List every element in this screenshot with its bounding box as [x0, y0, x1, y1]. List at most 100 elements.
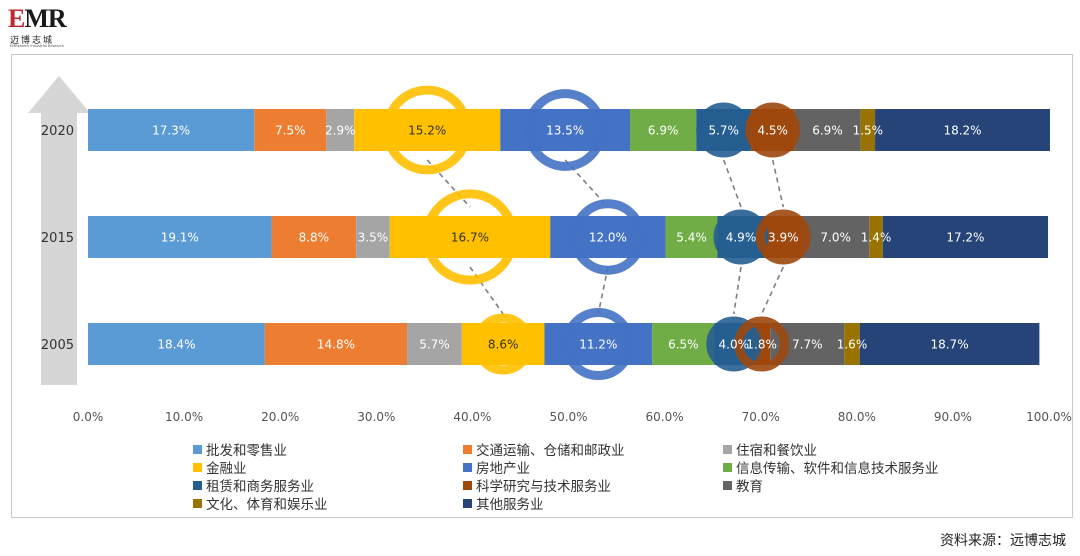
- legend-swatch: [723, 480, 732, 490]
- data-label: 4.5%: [757, 124, 788, 138]
- y-category-label: 2015: [41, 231, 74, 246]
- bar-segment: [271, 216, 357, 258]
- legend-label: 交通运输、仓储和邮政业: [476, 443, 625, 459]
- highlight-ring: [422, 189, 518, 285]
- data-label: 5.4%: [676, 231, 707, 245]
- legend-label: 文化、体育和娱乐业: [206, 497, 328, 513]
- data-label: 1.5%: [853, 124, 884, 138]
- bar-segment: [860, 109, 876, 151]
- legend-swatch: [463, 480, 472, 490]
- logo-chinese-name: 迈博志城: [10, 36, 55, 46]
- x-tick-label: 20.0%: [261, 410, 299, 424]
- bar-segment: [407, 323, 462, 365]
- legend-label: 科学研究与技术服务业: [476, 479, 611, 495]
- data-label: 4.9%: [726, 231, 757, 245]
- connector-line: [597, 266, 609, 315]
- bar-segment: [356, 216, 390, 258]
- highlight-ring: [562, 307, 635, 381]
- data-label: 3.9%: [768, 231, 799, 245]
- x-tick-label: 50.0%: [549, 410, 587, 424]
- source-note: 资料来源：远博志城: [940, 533, 1066, 549]
- bar-segment: [665, 216, 718, 258]
- highlight-ring: [472, 313, 534, 375]
- bar-segment: [354, 109, 501, 151]
- chart-frame: [11, 54, 1073, 518]
- bar-segment: [254, 109, 327, 151]
- highlight-ring: [734, 316, 790, 372]
- data-label: 1.8%: [746, 338, 777, 352]
- logo-mark-mr: MR: [24, 4, 66, 33]
- bar-segment: [652, 323, 715, 365]
- legend-label: 住宿和餐饮业: [736, 443, 817, 459]
- legend-label: 教育: [736, 479, 763, 495]
- bar-segment: [630, 109, 697, 151]
- data-label: 12.0%: [589, 231, 627, 245]
- bar-segment: [869, 216, 883, 258]
- data-label: 18.7%: [930, 338, 968, 352]
- data-label: 8.6%: [488, 338, 519, 352]
- data-label: 17.3%: [152, 124, 190, 138]
- connector-line: [771, 159, 785, 208]
- data-label: 15.2%: [408, 124, 446, 138]
- x-tick-label: 90.0%: [934, 410, 972, 424]
- data-label: 4.0%: [719, 338, 750, 352]
- logo-mark: EMR: [8, 4, 67, 34]
- highlight-ring: [745, 102, 801, 158]
- data-label: 3.5%: [358, 231, 389, 245]
- bar-segment: [88, 109, 255, 151]
- connector-line: [733, 266, 742, 315]
- x-tick-label: 10.0%: [165, 410, 203, 424]
- connector-line: [722, 159, 742, 208]
- bar-segment: [550, 216, 666, 258]
- logo-mark-e: E: [8, 4, 25, 33]
- legend-swatch: [723, 462, 732, 472]
- legend-item: 交通运输、仓储和邮政业: [463, 440, 625, 459]
- bar-segment: [875, 109, 1050, 151]
- bar-segment: [88, 216, 272, 258]
- bar-segment: [802, 216, 870, 258]
- legend-label: 信息传输、软件和信息技术服务业: [736, 461, 939, 477]
- data-label: 1.4%: [861, 231, 892, 245]
- x-tick-label: 70.0%: [742, 410, 780, 424]
- legend-swatch: [723, 444, 732, 454]
- highlight-ring: [755, 209, 811, 265]
- legend-item: 金融业: [193, 458, 247, 477]
- data-label: 6.9%: [648, 124, 679, 138]
- bar-segment: [88, 323, 265, 365]
- data-label: 5.7%: [708, 124, 739, 138]
- legend-label: 房地产业: [476, 461, 530, 477]
- data-label: 16.7%: [451, 231, 489, 245]
- legend-item: 其他服务业: [463, 494, 544, 513]
- data-label: 7.7%: [792, 338, 823, 352]
- emr-logo: EMR 迈博志城 EMRsearch Industrial Research: [8, 4, 78, 48]
- bar-segment: [794, 109, 861, 151]
- highlight-ring: [524, 89, 606, 171]
- x-tick-label: 80.0%: [838, 410, 876, 424]
- bar-segment: [326, 109, 355, 151]
- data-label: 18.2%: [943, 124, 981, 138]
- legend-item: 信息传输、软件和信息技术服务业: [723, 458, 939, 477]
- x-tick-label: 30.0%: [357, 410, 395, 424]
- connector-line: [760, 266, 785, 315]
- data-label: 7.5%: [275, 124, 306, 138]
- connector-line: [469, 266, 504, 315]
- data-label: 14.8%: [317, 338, 355, 352]
- data-label: 8.8%: [299, 231, 330, 245]
- x-tick-label: 0.0%: [73, 410, 104, 424]
- data-label: 13.5%: [546, 124, 584, 138]
- legend-item: 文化、体育和娱乐业: [193, 494, 328, 513]
- legend-swatch: [193, 444, 202, 454]
- legend-swatch: [463, 462, 472, 472]
- legend-item: 科学研究与技术服务业: [463, 476, 611, 495]
- bar-segment: [389, 216, 551, 258]
- legend-swatch: [193, 462, 202, 472]
- data-label: 6.5%: [668, 338, 699, 352]
- logo-english-name: EMRsearch Industrial Research: [10, 44, 64, 48]
- legend-label: 批发和零售业: [206, 443, 287, 459]
- data-label: 7.0%: [820, 231, 851, 245]
- legend-swatch: [193, 498, 202, 508]
- data-label: 6.9%: [812, 124, 843, 138]
- legend-item: 租赁和商务服务业: [193, 476, 314, 495]
- x-tick-label: 100.0%: [1026, 410, 1072, 424]
